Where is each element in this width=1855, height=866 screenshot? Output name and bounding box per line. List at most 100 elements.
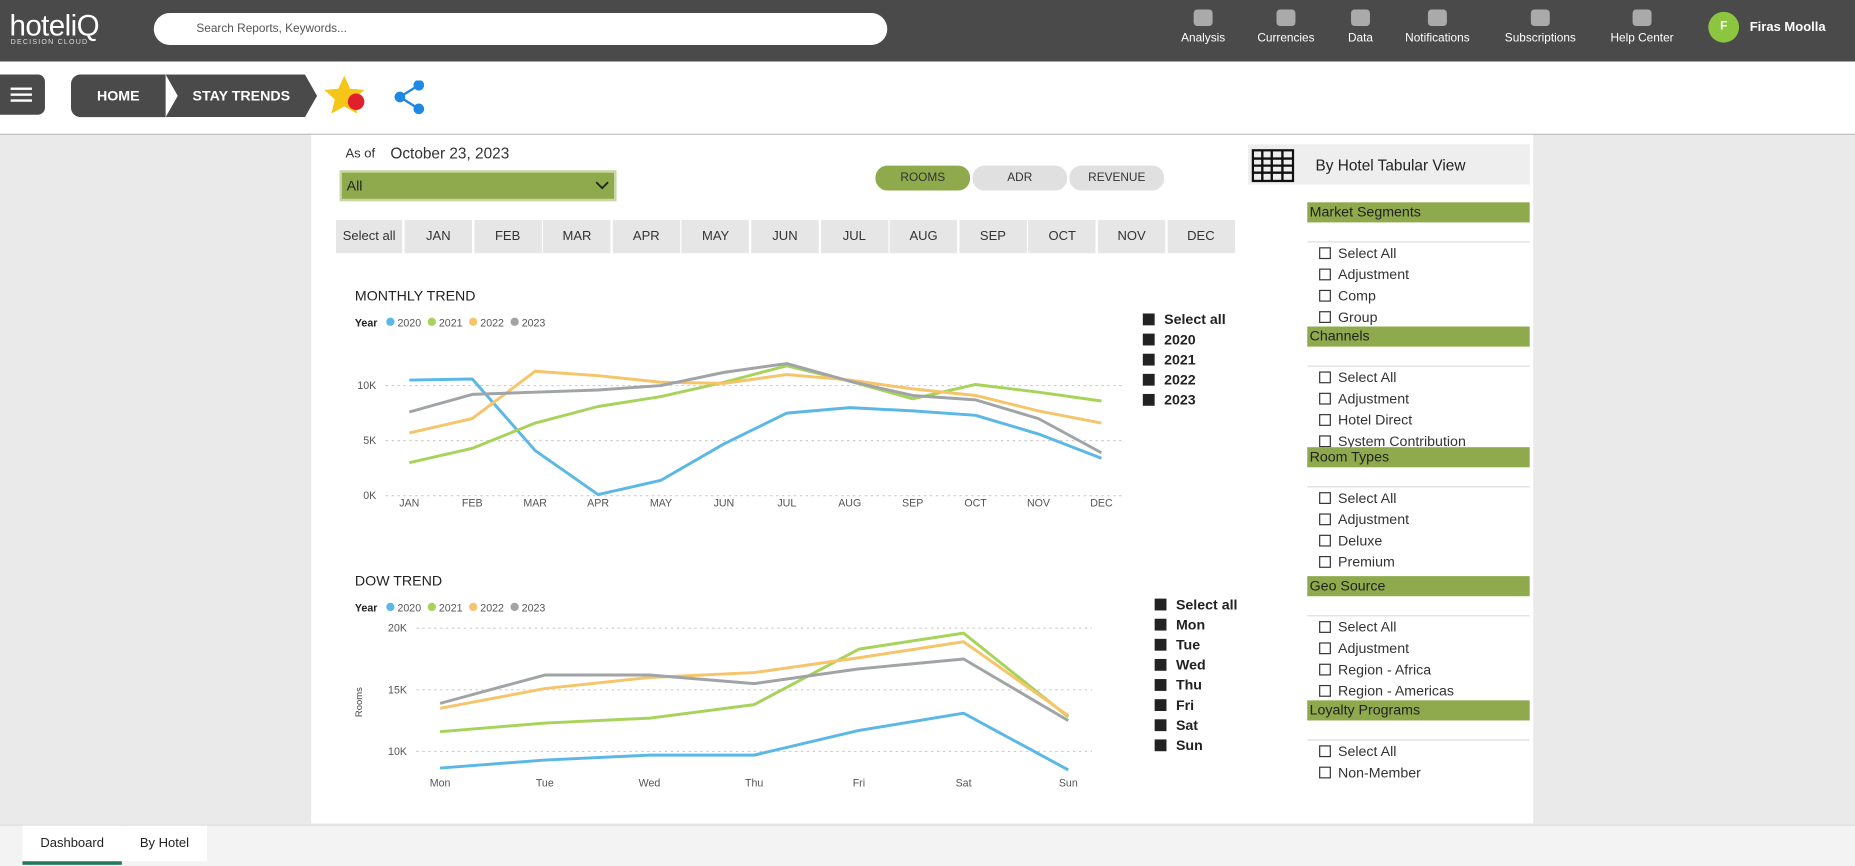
metric-button[interactable]: ROOMS <box>875 165 971 191</box>
slicer-item[interactable]: Group <box>1307 306 1529 325</box>
checklist-item[interactable]: Sat <box>1154 716 1198 736</box>
checklist-label: Mon <box>1175 616 1206 633</box>
x-tick-label: MAY <box>650 497 672 509</box>
slicer-item[interactable]: Region - Americas <box>1307 680 1529 699</box>
legend-title: Year <box>355 318 377 330</box>
menu-button[interactable] <box>0 74 45 115</box>
search-box[interactable]: Search Reports, Keywords... <box>153 13 888 45</box>
tab-bar: Dashboard By Hotel <box>0 824 1855 866</box>
nav-label: Currencies <box>1257 31 1315 45</box>
nav-item[interactable]: Currencies <box>1239 7 1334 45</box>
checklist-item[interactable]: Fri <box>1154 696 1194 716</box>
user-name[interactable]: Firas Moolla <box>1749 20 1826 35</box>
checklist-item[interactable]: Sun <box>1154 736 1203 756</box>
checklist-item[interactable]: Select all <box>1154 595 1238 615</box>
breadcrumb[interactable]: STAY TRENDS <box>165 74 318 118</box>
share-icon[interactable] <box>394 80 427 115</box>
month-button[interactable]: SEP <box>959 220 1027 254</box>
series-line <box>409 369 1102 435</box>
tab[interactable]: Dashboard <box>22 825 122 865</box>
month-button[interactable]: FEB <box>473 220 542 254</box>
slicer-item[interactable]: Comp <box>1307 285 1529 306</box>
slicer-search[interactable] <box>1307 222 1530 243</box>
tab[interactable]: By Hotel <box>121 825 208 862</box>
avatar[interactable]: F <box>1708 11 1740 43</box>
checklist-item[interactable]: Wed <box>1154 655 1206 675</box>
x-tick-label: AUG <box>838 497 861 509</box>
nav-label: Data <box>1348 31 1373 45</box>
series-line <box>439 711 1069 772</box>
x-tick-label: DEC <box>1090 497 1113 509</box>
nav-item[interactable]: Subscriptions <box>1493 7 1588 45</box>
checklist-item[interactable]: Thu <box>1154 676 1202 696</box>
x-tick-label: JAN <box>399 497 419 509</box>
checklist-item[interactable]: 2020 <box>1142 330 1196 350</box>
slicer-item[interactable]: Select All <box>1307 243 1529 264</box>
slicer-item[interactable]: Select All <box>1307 616 1529 637</box>
month-button[interactable]: JUN <box>751 220 819 254</box>
slicer-search[interactable] <box>1307 596 1530 617</box>
slicer-item[interactable]: Select All <box>1307 487 1529 508</box>
slicer-item[interactable]: Adjustment <box>1307 388 1529 409</box>
checklist-label: Select all <box>1164 311 1226 328</box>
legend-dot <box>469 602 478 612</box>
slicer-item[interactable]: Region - Africa <box>1307 659 1529 680</box>
month-button[interactable]: DEC <box>1167 220 1235 254</box>
month-button[interactable]: JUL <box>820 220 888 254</box>
slicer-search[interactable] <box>1307 720 1530 741</box>
legend-label: 2020 <box>398 603 422 615</box>
checkbox <box>1142 333 1155 346</box>
slicer-item[interactable]: Adjustment <box>1307 264 1529 285</box>
nav-item[interactable]: Notifications <box>1390 7 1485 45</box>
tabular-view-button[interactable]: By Hotel Tabular View <box>1248 144 1530 185</box>
month-button[interactable]: OCT <box>1028 220 1096 254</box>
series-line <box>439 657 1070 722</box>
series-line <box>408 362 1103 455</box>
slicer-item[interactable]: Select All <box>1307 367 1529 388</box>
nav-item[interactable]: Data <box>1313 7 1408 45</box>
checkbox <box>1142 393 1155 406</box>
slicer-item[interactable]: Premium <box>1307 551 1529 570</box>
slicer-title: Channels <box>1307 326 1530 347</box>
month-button[interactable]: NOV <box>1097 220 1166 254</box>
legend-label: 2020 <box>398 318 422 330</box>
breadcrumb[interactable]: HOME <box>70 74 166 118</box>
slicer-items: Select All Adjustment Hotel Direct System C… <box>1307 367 1529 450</box>
slicer-item[interactable]: Select All <box>1307 741 1529 762</box>
month-button[interactable]: APR <box>612 220 681 254</box>
slicer-item[interactable]: Deluxe <box>1307 530 1529 551</box>
slicer-item[interactable]: Hotel Direct <box>1307 409 1529 430</box>
checklist-item[interactable]: Select all <box>1142 310 1226 330</box>
favorite-icon[interactable] <box>323 73 370 118</box>
hotel-dropdown[interactable]: All <box>339 170 617 202</box>
metric-button[interactable]: ADR <box>972 165 1068 191</box>
month-button[interactable]: Select all <box>335 220 403 254</box>
metric-button[interactable]: REVENUE <box>1069 165 1165 191</box>
nav-item[interactable]: Help Center <box>1595 7 1690 45</box>
month-button[interactable]: MAY <box>681 220 750 254</box>
y-tick-label: 5K <box>363 435 376 447</box>
slicer-item[interactable]: Adjustment <box>1307 638 1529 659</box>
line-chart: MONTHLY TREND Year 2020 2021 2022 2023 0K 5K 10K… <box>355 288 1126 509</box>
slicer-item[interactable]: Non-Member <box>1307 762 1529 783</box>
checklist-item[interactable]: 2022 <box>1142 370 1196 390</box>
checklist-item[interactable]: Mon <box>1154 615 1206 635</box>
slicer-item[interactable]: Adjustment <box>1307 509 1529 530</box>
checklist-item[interactable]: 2021 <box>1142 350 1196 370</box>
month-button[interactable]: JAN <box>404 220 473 254</box>
slicer-item[interactable]: System Contribution <box>1307 431 1529 450</box>
slicer-search[interactable] <box>1307 467 1530 488</box>
slicer-title: Room Types <box>1307 447 1530 468</box>
nav-icon <box>1427 9 1447 27</box>
logo[interactable]: hoteliQ <box>9 9 100 43</box>
legend-title: Year <box>355 603 377 615</box>
checklist-label: 2022 <box>1164 371 1196 389</box>
checklist-item[interactable]: 2023 <box>1142 390 1196 410</box>
x-tick-label: Sat <box>956 778 972 790</box>
checklist-label: Select all <box>1175 596 1238 613</box>
month-button[interactable]: AUG <box>889 220 958 254</box>
checklist-item[interactable]: Tue <box>1154 635 1200 655</box>
nav-item[interactable]: Analysis <box>1156 7 1251 45</box>
slicer-search[interactable] <box>1307 347 1530 367</box>
month-button[interactable]: MAR <box>543 220 611 254</box>
